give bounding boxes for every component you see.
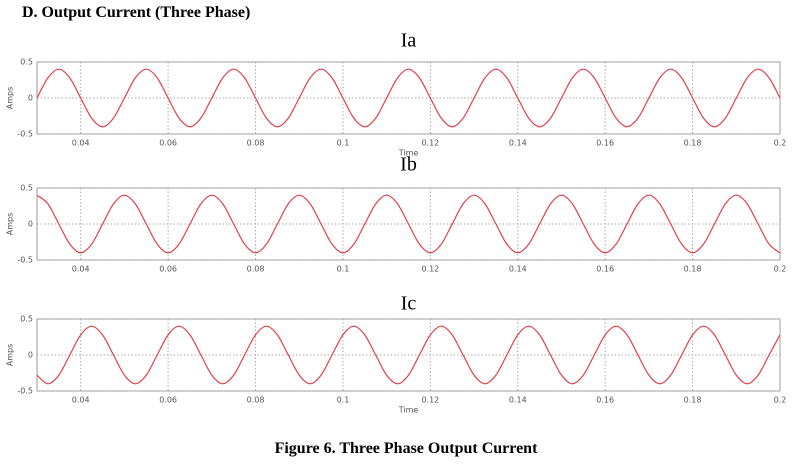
- chart-title: Ic: [401, 293, 417, 315]
- y-axis-label: Amps: [6, 344, 15, 367]
- y-tick-label: 0.5: [20, 315, 33, 324]
- x-tick-label: 0.1: [337, 139, 350, 148]
- y-tick-label: 0: [28, 94, 33, 103]
- x-tick-label: 0.12: [421, 139, 439, 148]
- x-tick-label: 0.1: [337, 396, 350, 405]
- y-tick-label: 0.5: [20, 58, 33, 67]
- x-tick-label: 0.2: [774, 396, 787, 405]
- y-tick-label: -0.5: [17, 256, 33, 265]
- x-tick-label: 0.08: [247, 265, 265, 274]
- x-tick-label: 0.16: [596, 139, 614, 148]
- y-tick-label: 0: [28, 351, 33, 360]
- x-tick-label: 0.14: [509, 139, 527, 148]
- x-tick-label: 0.12: [421, 265, 439, 274]
- x-tick-label: 0.14: [509, 265, 527, 274]
- x-tick-label: 0.16: [596, 265, 614, 274]
- y-axis-label: Amps: [6, 87, 15, 110]
- x-tick-label: 0.08: [247, 396, 265, 405]
- x-axis-label: Time: [398, 406, 419, 415]
- x-tick-label: 0.1: [337, 265, 350, 274]
- x-tick-label: 0.04: [72, 396, 90, 405]
- x-tick-label: 0.12: [421, 396, 439, 405]
- x-tick-label: 0.2: [774, 139, 787, 148]
- x-tick-label: 0.04: [72, 265, 90, 274]
- y-tick-label: 0: [28, 220, 33, 229]
- current-line: [36, 325, 781, 385]
- y-axis-label: Amps: [6, 213, 15, 236]
- x-tick-label: 0.06: [159, 396, 177, 405]
- x-tick-label: 0.18: [684, 139, 702, 148]
- x-tick-label: 0.16: [596, 396, 614, 405]
- x-tick-label: 0.2: [774, 265, 787, 274]
- chart-title: Ia: [401, 30, 417, 52]
- y-tick-label: -0.5: [17, 130, 33, 139]
- chart-title: Ib: [400, 154, 417, 176]
- x-tick-label: 0.06: [159, 265, 177, 274]
- x-tick-label: 0.14: [509, 396, 527, 405]
- current-line: [36, 68, 781, 128]
- section-heading: D. Output Current (Three Phase): [22, 4, 250, 21]
- x-tick-label: 0.04: [72, 139, 90, 148]
- x-tick-label: 0.08: [247, 139, 265, 148]
- x-tick-label: 0.06: [159, 139, 177, 148]
- figure-caption: Figure 6. Three Phase Output Current: [275, 440, 538, 457]
- x-axis-label: Time: [398, 149, 419, 158]
- y-tick-label: -0.5: [17, 387, 33, 396]
- current-line: [36, 194, 781, 254]
- x-tick-label: 0.18: [684, 396, 702, 405]
- x-tick-label: 0.18: [684, 265, 702, 274]
- y-tick-label: 0.5: [20, 184, 33, 193]
